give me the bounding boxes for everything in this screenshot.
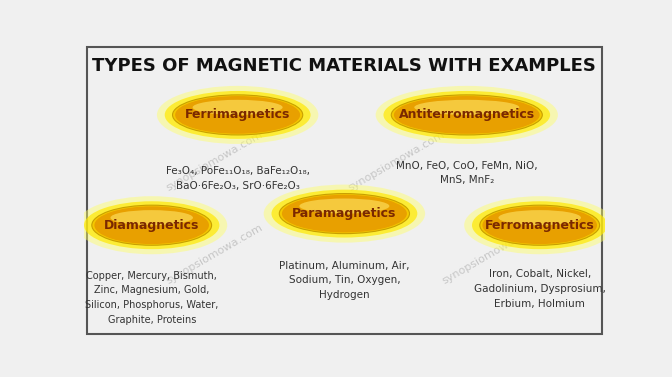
Ellipse shape — [282, 195, 407, 233]
Text: synopsiomowa.com: synopsiomowa.com — [164, 222, 264, 286]
Ellipse shape — [84, 201, 219, 249]
Ellipse shape — [415, 100, 519, 115]
Text: Fe₃O₄, PoFe₁₁O₁₈, BaFe₁₂O₁₈,
BaO·6Fe₂O₃, SrO·6Fe₂O₃: Fe₃O₄, PoFe₁₁O₁₈, BaFe₁₂O₁₈, BaO·6Fe₂O₃,… — [165, 166, 310, 191]
Ellipse shape — [391, 95, 542, 135]
Text: TYPES OF MAGNETIC MATERIALS WITH EXAMPLES: TYPES OF MAGNETIC MATERIALS WITH EXAMPLE… — [93, 57, 596, 75]
Text: Iron, Cobalt, Nickel,
Gadolinium, Dysprosium,
Erbium, Holmium: Iron, Cobalt, Nickel, Gadolinium, Dyspro… — [474, 269, 605, 309]
Ellipse shape — [92, 205, 212, 245]
FancyBboxPatch shape — [87, 47, 602, 334]
Ellipse shape — [263, 185, 425, 243]
Text: Platinum, Aluminum, Air,
Sodium, Tin, Oxygen,
Hydrogen: Platinum, Aluminum, Air, Sodium, Tin, Ox… — [279, 261, 410, 300]
Ellipse shape — [175, 96, 300, 134]
Text: MnO, FeO, CoO, FeMn, NiO,
MnS, MnF₂: MnO, FeO, CoO, FeMn, NiO, MnS, MnF₂ — [396, 161, 538, 185]
Ellipse shape — [94, 206, 209, 244]
Ellipse shape — [482, 206, 597, 244]
Ellipse shape — [300, 199, 389, 214]
Ellipse shape — [480, 205, 599, 245]
Ellipse shape — [464, 196, 616, 254]
Ellipse shape — [76, 196, 227, 254]
Ellipse shape — [173, 95, 303, 135]
Ellipse shape — [280, 193, 409, 234]
Ellipse shape — [394, 96, 540, 134]
Ellipse shape — [499, 210, 581, 225]
Text: Paramagnetics: Paramagnetics — [292, 207, 396, 220]
Ellipse shape — [271, 190, 417, 238]
Text: synopsiomowa.com: synopsiomowa.com — [164, 130, 264, 193]
Ellipse shape — [165, 91, 310, 139]
Text: synopsiomowa.com: synopsiomowa.com — [440, 222, 540, 286]
Text: synopsiomowa.com: synopsiomowa.com — [346, 130, 447, 193]
Text: Antiterromagnetics: Antiterromagnetics — [398, 109, 535, 121]
Text: Ferromagnetics: Ferromagnetics — [485, 219, 595, 232]
Text: Ferrimagnetics: Ferrimagnetics — [185, 109, 290, 121]
Ellipse shape — [157, 86, 319, 144]
Ellipse shape — [384, 91, 550, 139]
Text: Copper, Mercury, Bismuth,
Zinc, Magnesium, Gold,
Silicon, Phosphorus, Water,
Gra: Copper, Mercury, Bismuth, Zinc, Magnesiu… — [85, 271, 218, 325]
Ellipse shape — [193, 100, 283, 115]
Ellipse shape — [376, 86, 558, 144]
Text: Diamagnetics: Diamagnetics — [104, 219, 200, 232]
Ellipse shape — [472, 201, 607, 249]
Ellipse shape — [110, 210, 193, 225]
